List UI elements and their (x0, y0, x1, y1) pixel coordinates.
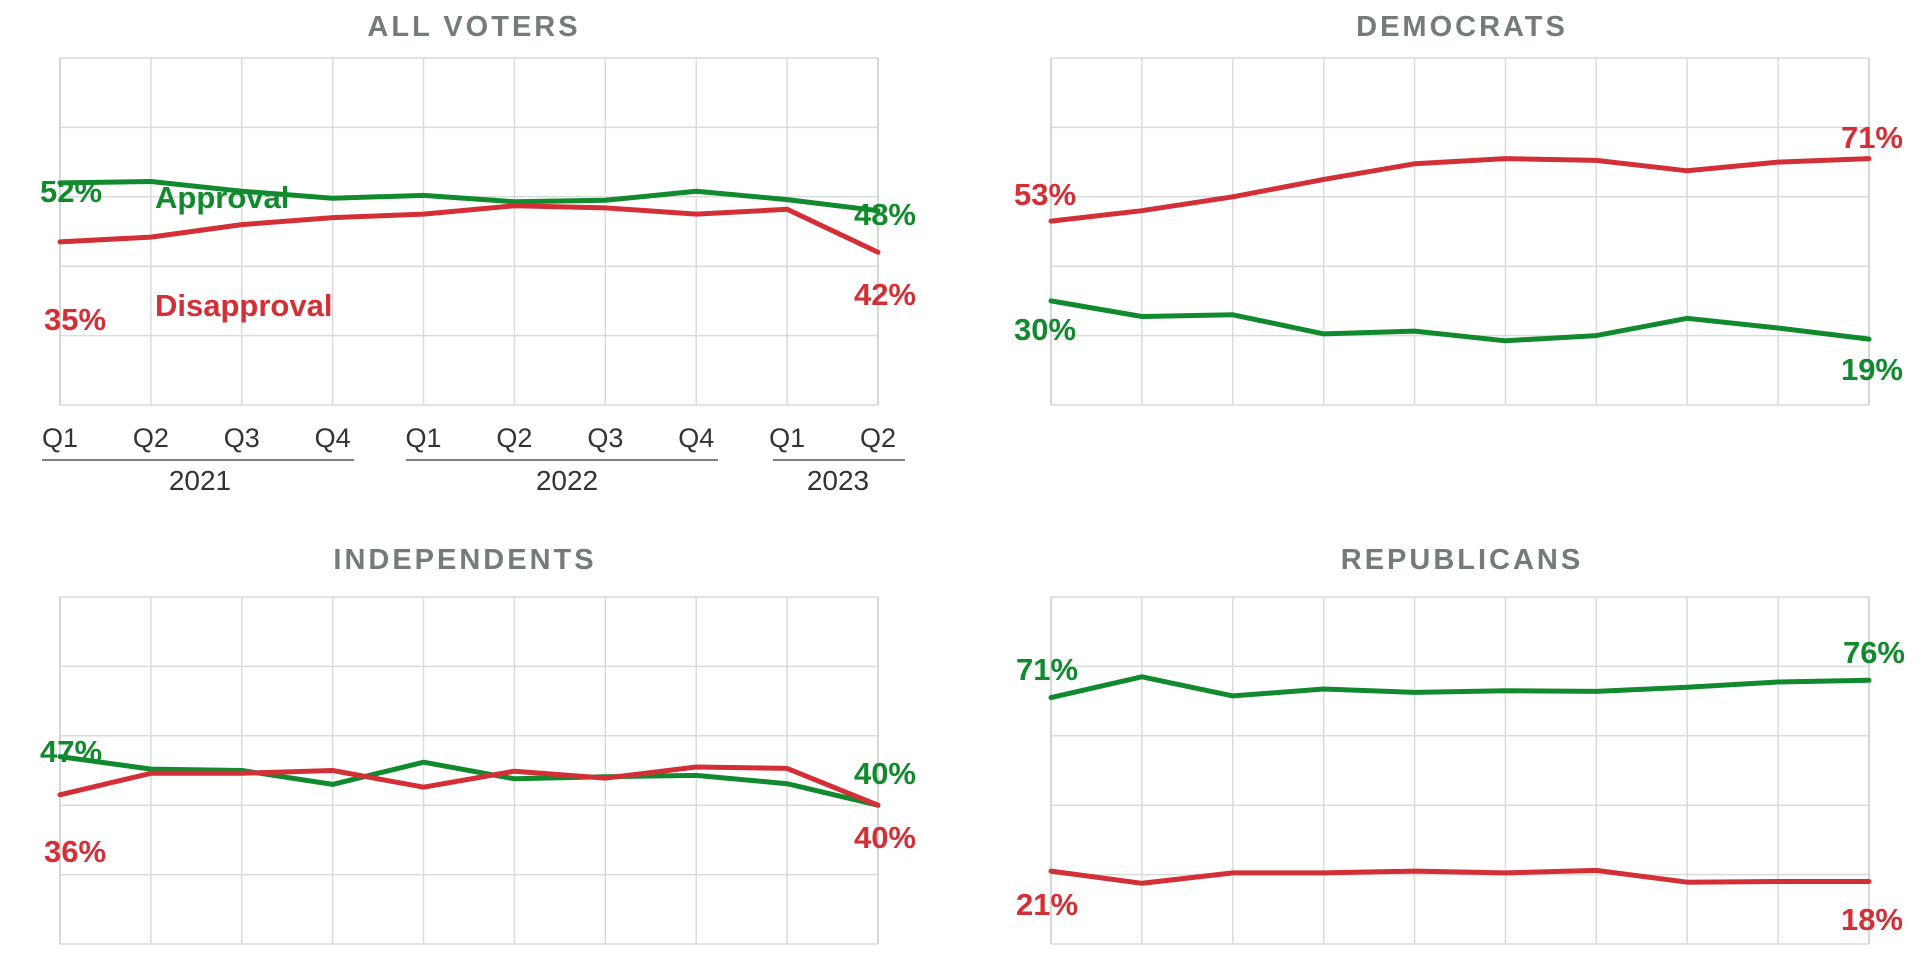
series-lines (57, 179, 881, 255)
start-label-disapproval: 53% (1014, 177, 1076, 212)
value-labels: 47% 40% 36% 40% (40, 734, 916, 869)
panel-all-voters: ALL VOTERS 52% 48% 35% 42% Approval Disa… (40, 11, 916, 496)
start-label-approval: 71% (1016, 652, 1078, 687)
start-label-approval: 52% (40, 174, 102, 209)
series-lines (1048, 156, 1872, 344)
x-tick-label: Q2 (133, 423, 169, 453)
series-line-disapproval (57, 764, 881, 808)
series-line-disapproval (1048, 867, 1872, 886)
gridlines (1050, 596, 1870, 945)
x-tick-label: Q1 (769, 423, 805, 453)
end-label-approval: 76% (1843, 635, 1905, 670)
end-label-disapproval: 71% (1841, 120, 1903, 155)
x-tick-label: Q3 (587, 423, 623, 453)
series-lines (57, 754, 881, 808)
start-label-approval: 30% (1014, 312, 1076, 347)
series-line-approval (1048, 298, 1872, 344)
year-label-2022: 2022 (536, 465, 598, 496)
series-line-disapproval (57, 203, 881, 255)
x-tick-label: Q1 (406, 423, 442, 453)
start-label-disapproval: 21% (1016, 887, 1078, 922)
series-name-approval: Approval (155, 180, 289, 215)
end-label-disapproval: 42% (854, 277, 916, 312)
x-axis-years: 2021 2022 2023 (42, 459, 905, 496)
panel-republicans: REPUBLICANS 71% 76% 21% 18% (1016, 544, 1905, 945)
end-label-disapproval: 40% (854, 820, 916, 855)
value-labels: 71% 76% 21% 18% (1016, 635, 1905, 937)
panel-title: DEMOCRATS (1356, 11, 1568, 43)
gridlines (59, 57, 879, 406)
panel-democrats: DEMOCRATS 53% 71% 30% 19% (1014, 11, 1903, 406)
x-tick-label: Q1 (42, 423, 78, 453)
panel-title: REPUBLICANS (1341, 544, 1583, 576)
x-axis-ticks: Q1 Q2 Q3 Q4 Q1 Q2 Q3 Q4 Q1 Q2 (42, 423, 896, 453)
x-tick-label: Q2 (860, 423, 896, 453)
series-name-disapproval: Disapproval (155, 288, 332, 323)
series-line-disapproval (1048, 156, 1872, 224)
end-label-approval: 48% (854, 197, 916, 232)
end-label-approval: 19% (1841, 352, 1903, 387)
series-line-approval (57, 754, 881, 808)
panel-title: ALL VOTERS (367, 11, 580, 43)
x-tick-label: Q4 (315, 423, 351, 453)
value-labels: 52% 48% 35% 42% (40, 174, 916, 337)
x-tick-label: Q2 (496, 423, 532, 453)
end-label-approval: 40% (854, 756, 916, 791)
series-line-approval (1048, 674, 1872, 701)
series-line-approval (57, 179, 881, 214)
panel-independents: INDEPENDENTS 47% 40% 36% 40% (40, 544, 916, 945)
start-label-disapproval: 36% (44, 834, 106, 869)
end-label-disapproval: 18% (1841, 902, 1903, 937)
value-labels: 53% 71% 30% 19% (1014, 120, 1903, 387)
panel-title: INDEPENDENTS (333, 544, 596, 576)
start-label-disapproval: 35% (44, 302, 106, 337)
year-label-2023: 2023 (807, 465, 869, 496)
x-tick-label: Q3 (224, 423, 260, 453)
start-label-approval: 47% (40, 734, 102, 769)
x-tick-label: Q4 (678, 423, 714, 453)
gridlines (1050, 57, 1870, 406)
year-label-2021: 2021 (169, 465, 231, 496)
series-lines (1048, 674, 1872, 886)
